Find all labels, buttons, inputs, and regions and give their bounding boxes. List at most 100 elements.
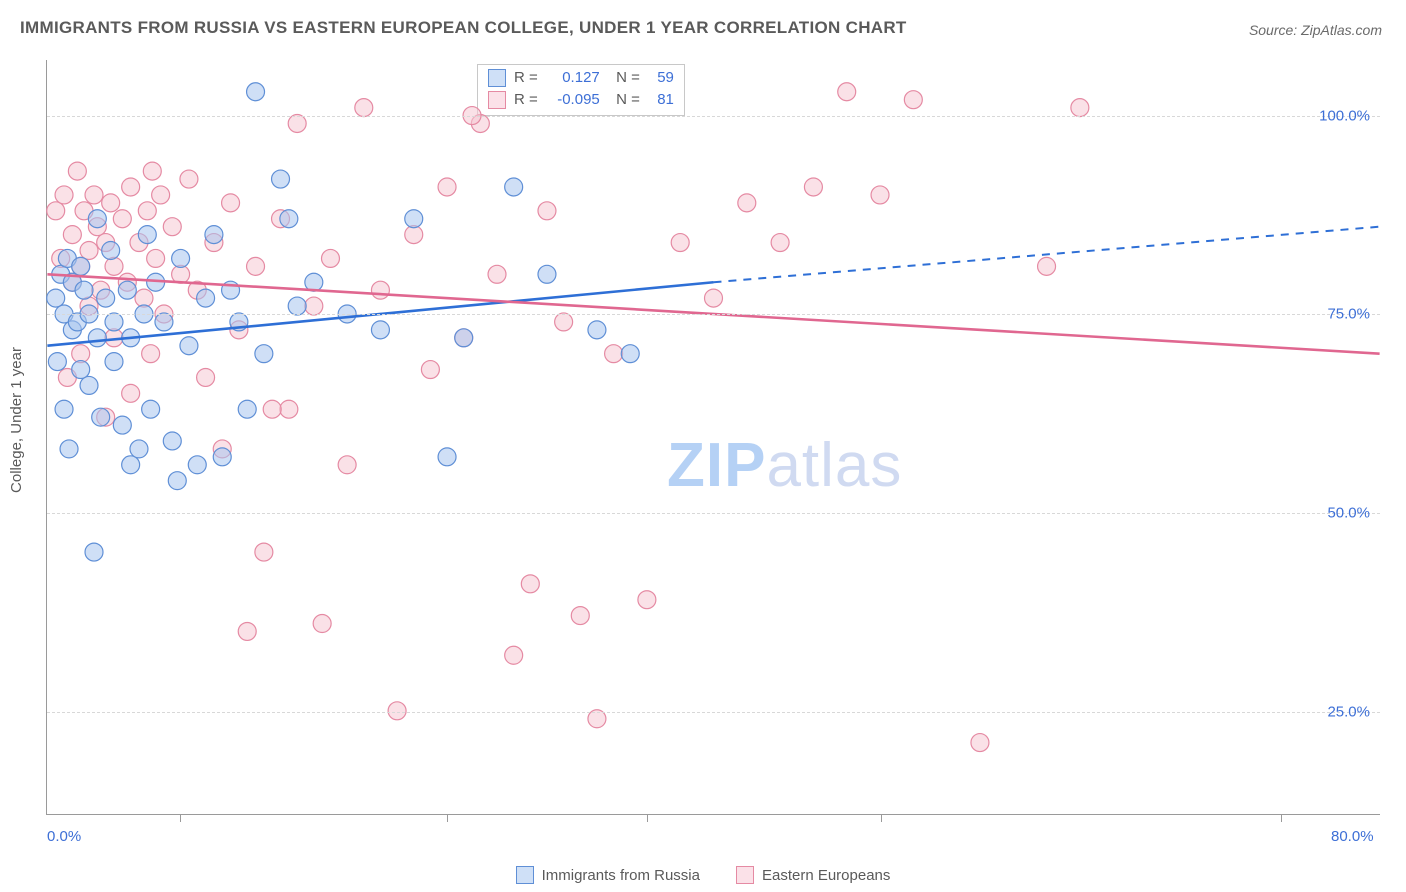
- data-point: [288, 115, 306, 133]
- data-point: [155, 313, 173, 331]
- data-point: [521, 575, 539, 593]
- scatter-svg: [47, 60, 1380, 814]
- data-point: [68, 162, 86, 180]
- data-point: [102, 241, 120, 259]
- data-point: [638, 591, 656, 609]
- data-point: [738, 194, 756, 212]
- data-point: [72, 361, 90, 379]
- y-axis-label: College, Under 1 year: [8, 347, 25, 493]
- data-point: [238, 400, 256, 418]
- legend-item-a: Immigrants from Russia: [516, 866, 700, 884]
- ytick-label: 75.0%: [1327, 306, 1370, 323]
- data-point: [405, 210, 423, 228]
- data-point: [55, 186, 73, 204]
- data-point: [85, 543, 103, 561]
- data-point: [72, 257, 90, 275]
- data-point: [280, 400, 298, 418]
- data-point: [152, 186, 170, 204]
- data-point: [313, 615, 331, 633]
- data-point: [80, 241, 98, 259]
- data-point: [180, 170, 198, 188]
- data-point: [505, 646, 523, 664]
- legend-swatch-a: [516, 866, 534, 884]
- data-point: [142, 400, 160, 418]
- data-point: [321, 249, 339, 267]
- data-point: [97, 289, 115, 307]
- data-point: [122, 456, 140, 474]
- data-point: [63, 226, 81, 244]
- data-point: [971, 734, 989, 752]
- data-point: [371, 281, 389, 299]
- legend-label-b: Eastern Europeans: [762, 867, 890, 884]
- data-point: [180, 337, 198, 355]
- data-point: [671, 234, 689, 252]
- data-point: [280, 210, 298, 228]
- data-point: [621, 345, 639, 363]
- legend-item-b: Eastern Europeans: [736, 866, 890, 884]
- gridline: [47, 314, 1380, 315]
- data-point: [838, 83, 856, 101]
- legend-label-a: Immigrants from Russia: [542, 867, 700, 884]
- xtick-label: 0.0%: [47, 828, 81, 845]
- data-point: [247, 257, 265, 275]
- data-point: [48, 353, 66, 371]
- source-label: Source: ZipAtlas.com: [1249, 22, 1382, 38]
- data-point: [105, 313, 123, 331]
- data-point: [904, 91, 922, 109]
- data-point: [130, 440, 148, 458]
- data-point: [118, 281, 136, 299]
- data-point: [438, 178, 456, 196]
- data-point: [113, 416, 131, 434]
- bottom-legend: Immigrants from Russia Eastern Europeans: [0, 866, 1406, 884]
- data-point: [188, 456, 206, 474]
- data-point: [421, 361, 439, 379]
- data-point: [92, 408, 110, 426]
- data-point: [122, 384, 140, 402]
- data-point: [122, 178, 140, 196]
- data-point: [555, 313, 573, 331]
- data-point: [55, 400, 73, 418]
- data-point: [538, 265, 556, 283]
- data-point: [455, 329, 473, 347]
- data-point: [272, 170, 290, 188]
- data-point: [488, 265, 506, 283]
- data-point: [80, 376, 98, 394]
- data-point: [197, 368, 215, 386]
- data-point: [588, 321, 606, 339]
- xtick-mark: [647, 814, 648, 822]
- data-point: [172, 249, 190, 267]
- gridline: [47, 116, 1380, 117]
- data-point: [871, 186, 889, 204]
- data-point: [255, 345, 273, 363]
- data-point: [571, 607, 589, 625]
- data-point: [113, 210, 131, 228]
- gridline: [47, 712, 1380, 713]
- data-point: [75, 281, 93, 299]
- data-point: [605, 345, 623, 363]
- data-point: [263, 400, 281, 418]
- data-point: [505, 178, 523, 196]
- ytick-label: 25.0%: [1327, 703, 1370, 720]
- data-point: [60, 440, 78, 458]
- xtick-mark: [180, 814, 181, 822]
- gridline: [47, 513, 1380, 514]
- scatter-plot: ZIPatlas R = 0.127 N = 59 R = -0.095 N =…: [46, 60, 1380, 815]
- data-point: [105, 353, 123, 371]
- data-point: [147, 249, 165, 267]
- data-point: [438, 448, 456, 466]
- data-point: [88, 329, 106, 347]
- data-point: [197, 289, 215, 307]
- data-point: [238, 622, 256, 640]
- xtick-mark: [447, 814, 448, 822]
- data-point: [1071, 99, 1089, 117]
- ytick-label: 100.0%: [1319, 107, 1370, 124]
- data-point: [355, 99, 373, 117]
- data-point: [143, 162, 161, 180]
- data-point: [804, 178, 822, 196]
- data-point: [138, 226, 156, 244]
- data-point: [88, 210, 106, 228]
- data-point: [1038, 257, 1056, 275]
- data-point: [47, 289, 65, 307]
- data-point: [142, 345, 160, 363]
- data-point: [338, 456, 356, 474]
